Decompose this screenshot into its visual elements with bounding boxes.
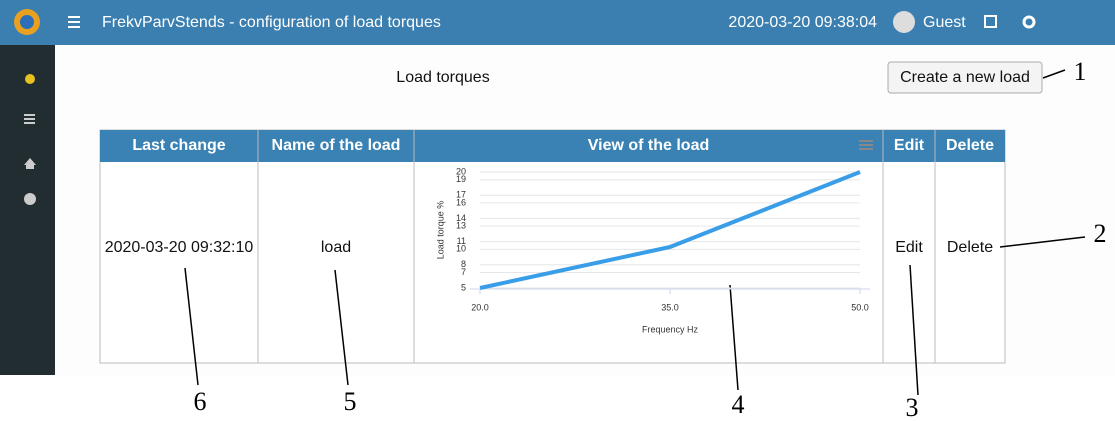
column-header: Edit [894, 137, 925, 154]
create-button-label[interactable]: Create a new load [900, 69, 1030, 86]
table [99, 129, 1006, 364]
table-cell: 2020-03-20 09:32:10 [105, 239, 254, 256]
create-button[interactable] [887, 61, 1043, 94]
sidebar-home[interactable] [24, 158, 36, 169]
datetime: 2020-03-20 09:38:04 [728, 14, 877, 31]
y-tick-label: 5 [461, 282, 466, 292]
app-title: FrekvParvStends - configuration of load … [102, 14, 441, 31]
column-header: Name of the load [272, 137, 401, 154]
sidebar-info[interactable] [24, 193, 36, 205]
x-tick-label: 20.0 [471, 302, 489, 312]
callout-number: 4 [732, 390, 745, 419]
y-tick-label: 13 [456, 221, 466, 231]
column-header: View of the load [588, 137, 710, 154]
callout-number: 5 [344, 387, 357, 416]
column-header: Last change [132, 137, 225, 154]
y-tick-label: 10 [456, 244, 466, 254]
column-header: Delete [946, 137, 994, 154]
x-axis-label: Frequency Hz [642, 324, 699, 334]
y-tick-label: 19 [456, 174, 466, 184]
callout-number: 2 [1094, 219, 1107, 248]
user-name[interactable]: Guest [923, 14, 966, 31]
table-cell[interactable]: Delete [947, 239, 993, 256]
page-title: Load torques [396, 69, 489, 86]
table-cell[interactable]: Edit [895, 239, 923, 256]
top-bar [0, 0, 1115, 45]
callout-number: 3 [906, 393, 919, 421]
qr-icon[interactable] [984, 15, 997, 28]
x-tick-label: 50.0 [851, 302, 869, 312]
data-line [479, 170, 861, 290]
menu-icon[interactable] [68, 16, 80, 28]
y-axis-label: Load torque % [435, 201, 445, 260]
sidebar [0, 45, 55, 375]
callout-lines [184, 69, 1086, 396]
chart-menu[interactable] [859, 140, 873, 150]
table-cell: load [321, 239, 351, 256]
callout-number: 1 [1074, 57, 1087, 86]
logo-inner [20, 15, 34, 29]
sidebar-list[interactable] [24, 114, 35, 124]
callout-number: 6 [194, 387, 207, 416]
y-tick-label: 17 [456, 190, 466, 200]
y-tick-label: 8 [461, 259, 466, 269]
avatar[interactable] [893, 11, 915, 33]
y-tick-label: 16 [456, 197, 466, 207]
x-tick-label: 35.0 [661, 302, 679, 312]
y-tick-label: 11 [457, 236, 466, 246]
settings-icon[interactable] [1022, 15, 1036, 29]
y-tick-label: 20 [456, 166, 466, 176]
y-tick-label: 14 [456, 213, 466, 223]
sidebar-config[interactable] [25, 74, 35, 84]
table-header [100, 130, 1005, 162]
column-dividers [257, 130, 936, 363]
y-tick-label: 7 [461, 267, 466, 277]
